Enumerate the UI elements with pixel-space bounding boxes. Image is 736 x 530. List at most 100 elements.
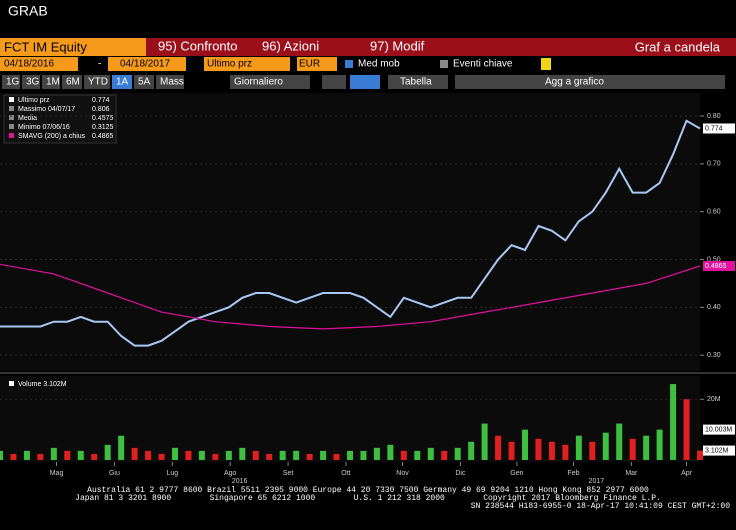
candle-button[interactable] xyxy=(350,75,380,89)
period-label[interactable]: 5A xyxy=(138,77,151,88)
period-button[interactable] xyxy=(22,75,40,89)
volume-bar xyxy=(77,450,84,460)
add[interactable]: Agg a grafico xyxy=(545,77,604,88)
volume-bar xyxy=(104,444,111,460)
x-tick-label: Gen xyxy=(510,470,523,477)
table[interactable]: Tabella xyxy=(400,77,432,88)
legend-swatch xyxy=(9,381,14,386)
x-tick-label: Apr xyxy=(681,470,693,477)
legend-label: SMAVG (200) a chius xyxy=(18,133,86,140)
volume-bar xyxy=(427,447,434,460)
volume-bar xyxy=(333,453,340,460)
volume-bar xyxy=(306,453,313,460)
volume-bar xyxy=(347,450,353,460)
period-label[interactable]: 1M xyxy=(46,77,60,88)
volume-bar xyxy=(172,447,178,460)
period-label[interactable]: YTD xyxy=(88,77,108,88)
period-button[interactable] xyxy=(84,75,110,89)
events[interactable]: Eventi chiave xyxy=(453,59,513,70)
table-button[interactable] xyxy=(388,75,448,89)
period-label[interactable]: 6M xyxy=(66,77,80,88)
x-tick-label: Set xyxy=(283,470,294,477)
volume-bar xyxy=(266,453,273,460)
volume-bar xyxy=(91,453,98,460)
volume-bar xyxy=(562,444,569,460)
end-date[interactable]: 04/18/2017 xyxy=(120,59,170,70)
add-button[interactable] xyxy=(455,75,725,89)
volume-bar xyxy=(279,450,286,460)
currency-box[interactable] xyxy=(297,57,337,71)
frequency[interactable]: Giornaliero xyxy=(234,77,283,88)
date-sep: - xyxy=(98,59,101,70)
checkbox[interactable] xyxy=(440,60,448,68)
legend-value: 0.806 xyxy=(92,106,110,113)
period-label[interactable]: 3G xyxy=(26,77,40,88)
field-box[interactable] xyxy=(204,57,290,71)
volume-bar xyxy=(185,450,192,460)
value-tag-label: 0.774 xyxy=(705,125,723,132)
volume-bar xyxy=(320,450,327,460)
start-date[interactable]: 04/18/2016 xyxy=(4,59,54,70)
period-button[interactable] xyxy=(62,75,82,89)
x-tick-label: Lug xyxy=(166,470,178,477)
menu-bar xyxy=(0,38,736,56)
year-label: 2017 xyxy=(589,478,605,485)
legend-value: 0.4575 xyxy=(92,115,114,122)
volume-bar xyxy=(481,423,488,460)
period-button[interactable] xyxy=(42,75,60,89)
legend-box xyxy=(3,94,117,144)
legend-value: 0.3125 xyxy=(92,124,114,131)
legend-value: 0.4865 xyxy=(92,133,114,140)
x-tick-label: Ago xyxy=(224,470,237,477)
ticker-box[interactable] xyxy=(0,38,146,56)
info-icon[interactable] xyxy=(541,58,551,70)
legend-label: Media xyxy=(18,115,37,122)
volume-bar xyxy=(454,447,461,460)
menu-item[interactable]: 97) Modif xyxy=(370,38,425,53)
menu-item[interactable]: 96) Azioni xyxy=(262,38,319,53)
volume-bar xyxy=(468,441,475,460)
series-line xyxy=(0,119,701,347)
period-label[interactable]: Mass xyxy=(160,77,184,88)
volume-bar xyxy=(10,453,17,460)
period-label[interactable]: 1A xyxy=(116,77,129,88)
y-tick-label: 0.70 xyxy=(707,161,721,168)
line-button[interactable] xyxy=(322,75,346,89)
period-button[interactable] xyxy=(112,75,132,89)
legend: Ultimo prz 0.774 Massimo 04/07/17 0.806 Medi… xyxy=(3,94,117,144)
volume-bar xyxy=(239,447,246,460)
volume-bar xyxy=(198,450,205,460)
volume-bar xyxy=(400,450,407,460)
x-tick-label: Mag xyxy=(50,470,64,477)
legend-swatch xyxy=(9,133,14,138)
volume-bar xyxy=(373,447,380,460)
period-button[interactable] xyxy=(134,75,154,89)
volume-bar xyxy=(131,447,138,460)
currency[interactable]: EUR xyxy=(299,59,320,70)
x-tick-label: Ott xyxy=(341,470,350,477)
volume-bar xyxy=(508,441,515,460)
moving-avg[interactable]: Med mob xyxy=(358,59,400,70)
volume-bar xyxy=(683,399,690,460)
ticker[interactable]: FCT IM Equity xyxy=(4,39,87,54)
legend-swatch xyxy=(9,97,14,102)
menu-item[interactable]: 95) Confronto xyxy=(158,38,238,53)
field[interactable]: Ultimo prz xyxy=(207,59,252,70)
period-label[interactable]: 1G xyxy=(6,77,20,88)
value-tag xyxy=(703,123,735,134)
volume-bar xyxy=(212,453,219,460)
volume-bar xyxy=(0,450,3,460)
end-field[interactable] xyxy=(108,57,186,71)
frequency-box[interactable] xyxy=(230,75,310,89)
x-tick-label: Dic xyxy=(455,470,466,477)
start-field[interactable] xyxy=(0,57,78,71)
x-tick-label: Mar xyxy=(625,470,638,477)
volume-bar xyxy=(656,429,663,460)
period-button[interactable] xyxy=(2,75,20,89)
value-tag-label: 3.102M xyxy=(705,447,729,454)
volume-bar xyxy=(495,435,502,460)
volume-bar xyxy=(360,450,367,460)
volume-bar xyxy=(387,444,394,460)
checkbox[interactable] xyxy=(345,60,353,68)
period-button[interactable] xyxy=(156,75,184,89)
